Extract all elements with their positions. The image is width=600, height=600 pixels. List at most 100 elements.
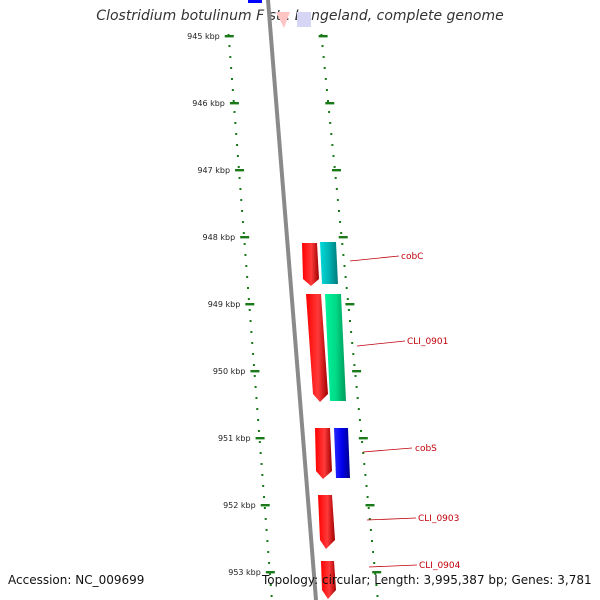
ruler-dot [260, 463, 263, 465]
ruler-dot [345, 287, 348, 289]
gene-label-cobC[interactable]: cobC [401, 252, 423, 262]
ruler-dot [322, 56, 325, 58]
ruler-dot [236, 144, 239, 146]
ruler-dot [328, 111, 331, 113]
ruler-tick [240, 236, 250, 239]
ruler-dot [362, 452, 365, 454]
ruler-dot [231, 89, 234, 91]
ruler-track-left [227, 34, 273, 597]
ruler-ticks: 945 kbp 946 kbp 947 kbp 948 kbp 949 kbp 950 k… [187, 32, 382, 577]
ruler-dot [353, 364, 356, 366]
gene-label-CLI_0903[interactable]: CLI_0903 [418, 514, 459, 524]
accession-text: Accession: NC_009699 [8, 573, 145, 587]
ruler-tick [245, 303, 255, 306]
ruler-tick [318, 35, 328, 38]
ruler-dot [371, 540, 373, 542]
ruler-dot [250, 331, 253, 333]
ruler-dot [344, 276, 347, 278]
ruler-dot [239, 188, 242, 190]
ruler-dot [330, 133, 333, 135]
ruler-dot [229, 56, 232, 58]
partial-feature-top-lavender [297, 12, 311, 27]
ruler-dot [253, 375, 256, 377]
ruler-tick [358, 437, 368, 440]
ruler-dot [237, 166, 240, 168]
ruler-tick [224, 35, 234, 38]
gene-CLI_0903[interactable] [318, 495, 335, 549]
ruler-dot [372, 551, 375, 553]
ruler-dot [247, 298, 250, 300]
ruler-dot [263, 496, 266, 498]
ruler-dot [333, 166, 336, 168]
gene-label-cobS[interactable]: cobS [415, 444, 437, 454]
ruler-dot [351, 342, 354, 344]
ruler-dot [249, 320, 252, 322]
ruler-dot [257, 419, 260, 421]
gene-CLI_0904[interactable] [321, 561, 336, 599]
ruler-tick [260, 504, 270, 507]
ruler-tick [372, 571, 382, 574]
ruler-dot [268, 562, 271, 564]
ruler-dot [340, 232, 343, 234]
ruler-dot [240, 199, 243, 201]
ruler-dot [346, 298, 349, 300]
gene-cobC-partner[interactable] [320, 242, 338, 284]
ruler-label: 952 kbp [223, 501, 256, 510]
ruler-dot [238, 177, 241, 179]
ruler-label: 953 kbp [228, 568, 261, 577]
ruler-dot [252, 353, 255, 355]
ruler-dot [341, 243, 344, 245]
ruler-dot [242, 232, 245, 234]
ruler-dot [243, 243, 246, 245]
ruler-tick [265, 571, 275, 574]
gene-CLI_0901-partner[interactable] [325, 294, 346, 401]
ruler-dot [230, 67, 233, 69]
ruler-dot [361, 441, 364, 443]
ruler-dot [265, 529, 268, 531]
ruler-label: 947 kbp [197, 166, 230, 175]
gene-cobS[interactable] [315, 428, 332, 479]
gene-label-CLI_0904[interactable]: CLI_0904 [419, 561, 461, 571]
ruler-dot [356, 397, 359, 399]
ruler-dot [252, 364, 255, 366]
gene-cobS-partner[interactable] [334, 428, 350, 478]
ruler-label: 945 kbp [187, 32, 220, 41]
ruler-tick [352, 370, 362, 373]
ruler-dot [233, 111, 236, 113]
ruler-dot [241, 221, 244, 223]
gene-cobC[interactable] [302, 243, 319, 286]
ruler-dot [335, 188, 338, 190]
ruler-dot [327, 100, 329, 102]
ruler-dot [334, 177, 337, 179]
ruler-track-right [320, 34, 379, 597]
gene-label-CLI_0901[interactable]: CLI_0901 [407, 337, 448, 347]
ruler-dot [236, 155, 239, 157]
ruler-dot [241, 210, 244, 212]
ruler-dot [324, 78, 327, 80]
ruler-dot [270, 595, 273, 597]
ruler-dot [339, 221, 342, 223]
ruler-dot [325, 89, 328, 91]
genome-backbone [266, 0, 318, 600]
ruler-dot [357, 408, 360, 410]
ruler-tick [250, 370, 260, 373]
ruler-dot [331, 144, 334, 146]
gene-features [302, 242, 350, 599]
ruler-dot [262, 485, 265, 487]
ruler-dot [255, 397, 258, 399]
ruler-dot [352, 353, 355, 355]
ruler-dot [261, 474, 264, 476]
ruler-dot [254, 386, 257, 388]
ruler-tick [255, 437, 265, 440]
ruler-dot [234, 122, 237, 124]
topology-summary: Topology: circular; Length: 3,995,387 bp… [262, 573, 592, 587]
partial-feature-top [248, 0, 262, 3]
ruler-tick [229, 102, 239, 105]
ruler-dot [368, 518, 371, 520]
gene-label-leaders [349, 255, 418, 568]
ruler-dot [235, 133, 238, 135]
ruler-tick [332, 169, 341, 172]
gene-CLI_0901[interactable] [306, 294, 328, 402]
ruler-dot [358, 419, 361, 421]
